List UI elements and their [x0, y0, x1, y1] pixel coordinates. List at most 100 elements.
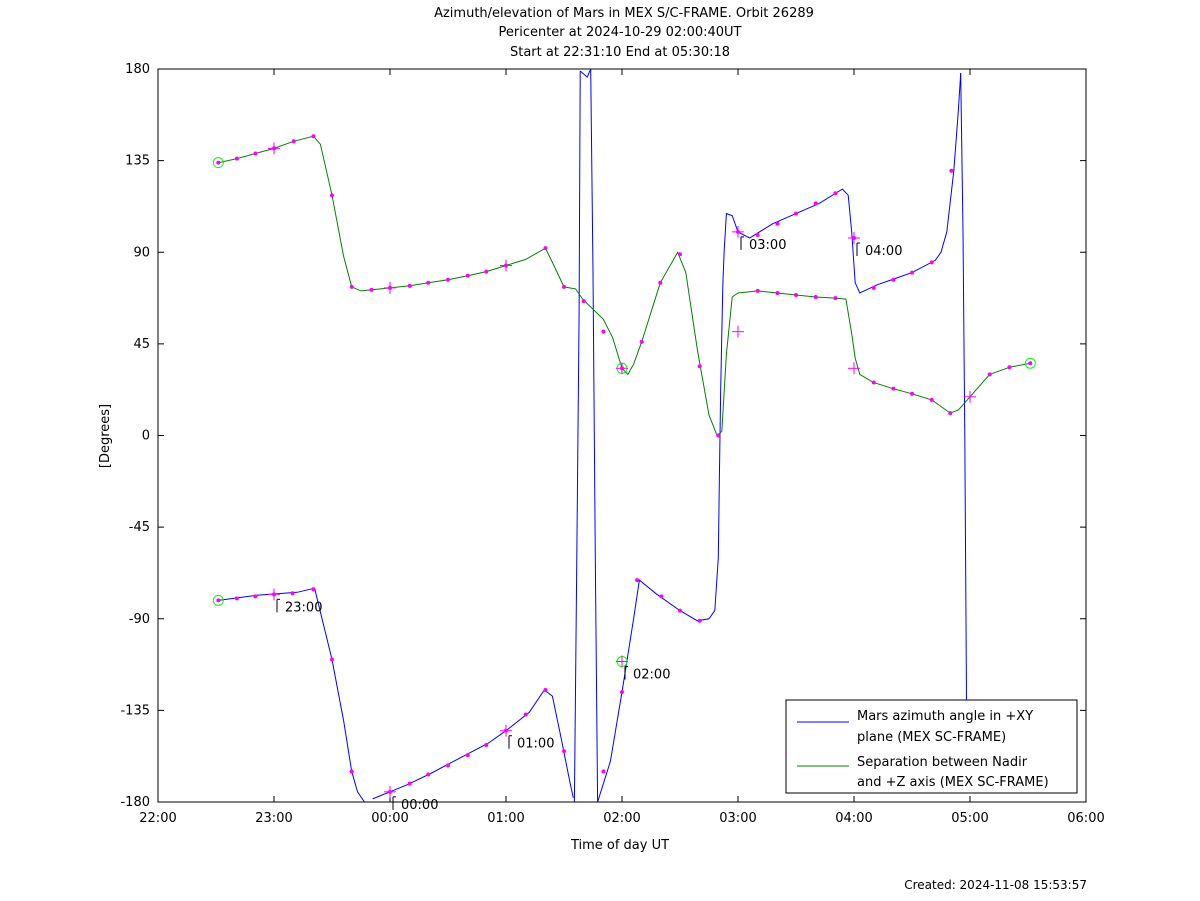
legend-label-separation-1: Separation between Nadir [857, 755, 1028, 770]
y-tick-label-2: 90 [133, 245, 150, 260]
series-1-point-24 [697, 364, 702, 369]
series-1-point-8 [369, 287, 374, 292]
series-0-point-20 [635, 578, 640, 583]
chart-subtitle-start-end: Start at 22:31:10 End at 05:30:18 [510, 45, 730, 60]
series-1-point-11 [426, 280, 431, 285]
legend-label-azimuth-1: Mars azimuth angle in +XY [857, 709, 1033, 724]
legend: Mars azimuth angle in +XY plane (MEX SC-… [785, 699, 1078, 794]
series-0-point-31 [871, 285, 876, 290]
series-0-point-34 [929, 260, 934, 265]
series-1-point-29 [813, 295, 818, 300]
time-label-3: 02:00 [624, 666, 670, 683]
x-tick-label-2: 00:00 [371, 811, 408, 826]
series-0-point-22 [678, 608, 682, 613]
series-0-cross-5 [848, 231, 860, 244]
y-tick-label-7: -135 [120, 703, 150, 718]
series-1-cross-6 [964, 390, 976, 403]
time-label-text-3: 02:00 [633, 668, 670, 683]
series-0-point-21 [659, 594, 664, 599]
series-1-cross-2 [500, 259, 512, 272]
series-1-point-18 [581, 299, 586, 304]
series-1-point-10 [407, 283, 412, 288]
series-0-line-4 [590, 69, 599, 802]
series-0-cross-3 [616, 655, 628, 668]
series-1-point-16 [543, 246, 548, 251]
series-1-point-32 [891, 386, 896, 391]
series-0-line-3 [579, 69, 592, 78]
series-1 [212, 134, 1036, 438]
series-0-point-0 [216, 598, 221, 603]
series-1-point-31 [871, 380, 876, 385]
series-0-point-17 [562, 749, 566, 754]
x-tick-label-8: 06:00 [1067, 811, 1104, 826]
series-1-point-12 [446, 277, 450, 282]
series-0-point-33 [910, 270, 914, 275]
x-tick-label-5: 03:00 [719, 811, 756, 826]
time-label-0: 23:00 [276, 598, 322, 615]
series-1-cross-3 [616, 362, 628, 375]
series-0-point-11 [446, 763, 450, 768]
series-1-cross-5 [848, 362, 860, 375]
series-1-circle-0 [212, 157, 224, 169]
series-1-cross-1 [384, 281, 396, 294]
time-label-text-0: 23:00 [285, 600, 322, 615]
series-0-point-12 [465, 753, 470, 758]
series-1-point-2 [253, 151, 258, 156]
series-1-point-0 [216, 160, 221, 165]
series-1-point-34 [929, 397, 934, 402]
series-0-point-9 [407, 781, 412, 786]
x-tick-label-4: 02:00 [603, 811, 640, 826]
series-1-point-37 [1007, 365, 1012, 370]
series-0 [212, 69, 967, 802]
series-0-cross-2 [500, 724, 512, 737]
series-0-cross-1 [384, 785, 396, 798]
series-1-point-1 [234, 156, 239, 161]
y-tick-label-3: 45 [133, 337, 150, 352]
series-1-point-22 [658, 280, 663, 285]
x-tick-label-6: 04:00 [835, 811, 872, 826]
time-label-5: 04:00 [856, 242, 902, 259]
series-0-point-26 [775, 221, 780, 226]
series-0-point-23 [697, 618, 702, 623]
series-0-point-5 [311, 587, 316, 592]
series-0-point-1 [234, 596, 239, 601]
series-0-line-6 [960, 73, 967, 701]
series-0-point-16 [543, 688, 548, 693]
series-0-point-27 [794, 211, 798, 216]
series-0-circle-0 [212, 594, 224, 606]
series-1-point-35 [948, 411, 953, 416]
series-1-point-30 [833, 296, 838, 301]
y-tick-label-5: -45 [129, 520, 150, 535]
time-label-2: 01:00 [508, 735, 554, 752]
series-0-point-18 [601, 769, 606, 774]
x-tick-label-1: 23:00 [255, 811, 292, 826]
y-tick-label-0: 180 [125, 62, 150, 77]
y-tick-label-1: 135 [125, 154, 150, 169]
series-0-point-6 [330, 657, 334, 662]
time-label-text-4: 03:00 [749, 238, 786, 253]
series-0-point-28 [813, 201, 818, 206]
x-tick-label-3: 01:00 [487, 811, 524, 826]
series-0-line-2 [573, 70, 581, 802]
series-1-point-7 [349, 284, 354, 289]
y-axis-label: [Degrees] [98, 404, 113, 468]
x-axis-label: Time of day UT [570, 838, 669, 853]
series-0-point-32 [891, 277, 896, 282]
series-0-point-7 [349, 769, 354, 774]
series-1-point-26 [755, 288, 760, 293]
x-tick-label-7: 05:00 [951, 811, 988, 826]
series-1-point-23 [678, 252, 682, 257]
y-tick-label-4: 0 [142, 429, 150, 444]
series-1-point-21 [639, 339, 644, 344]
legend-label-azimuth-2: plane (MEX SC-FRAME) [857, 730, 1006, 745]
time-label-1: 00:00 [392, 796, 438, 813]
series-0-point-10 [426, 772, 431, 777]
series-1-point-36 [987, 372, 992, 377]
series-0-point-29 [833, 191, 838, 196]
axis-ticks: 22:00 23:00 00:00 01:00 02:00 03:00 04:00 05:00… [120, 62, 1104, 826]
series-1-point-13 [465, 273, 470, 278]
series-1-circle-2 [1024, 357, 1036, 369]
time-label-text-2: 01:00 [517, 737, 554, 752]
series-1-cross-0 [268, 142, 280, 155]
series-0-line-5 [597, 73, 962, 802]
